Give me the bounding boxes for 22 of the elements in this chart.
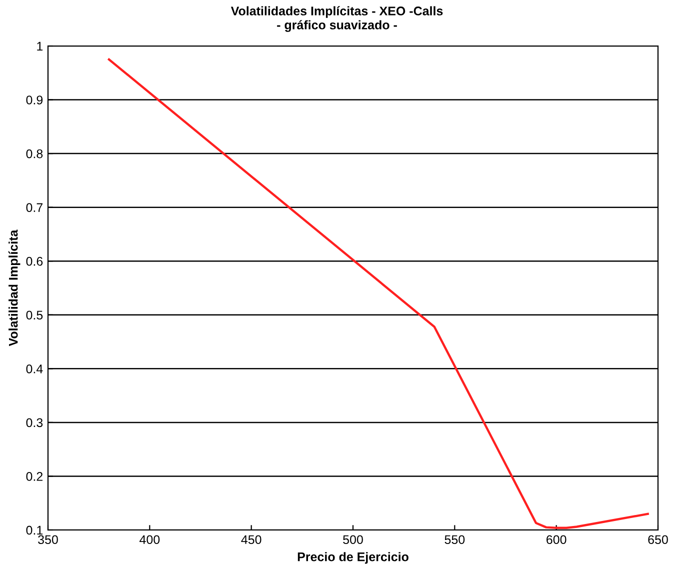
chart-title: Volatilidades Implícitas - XEO -Calls: [230, 6, 443, 18]
x-tick-label: 650: [648, 535, 668, 544]
y-tick-label: 0.8: [26, 149, 43, 158]
y-tick-label: 0.7: [26, 203, 43, 212]
y-tick-label: 0.5: [26, 310, 43, 320]
x-tick-label: 500: [343, 535, 363, 544]
x-tick-label: 400: [140, 535, 160, 544]
y-tick-label: 1: [37, 42, 43, 51]
y-tick-label: 0.1: [26, 526, 43, 535]
x-tick-label: 350: [38, 535, 58, 544]
y-tick-label: 0.2: [26, 472, 43, 481]
y-tick-label: 0.9: [26, 96, 43, 104]
chart-subtitle: - gráfico suavizado -: [277, 20, 397, 32]
x-tick-label: 450: [241, 535, 262, 544]
y-axis-title: Volatilidad Implícita: [8, 230, 20, 346]
y-tick-label: 0.6: [26, 256, 43, 266]
y-tick-label: 0.3: [26, 418, 43, 428]
x-tick-label: 550: [444, 535, 465, 544]
x-axis-title: Precio de Ejercicio: [298, 552, 408, 564]
line-series: [108, 58, 649, 529]
x-tick-label: 600: [546, 535, 566, 544]
y-tick-label: 0.4: [26, 364, 43, 374]
